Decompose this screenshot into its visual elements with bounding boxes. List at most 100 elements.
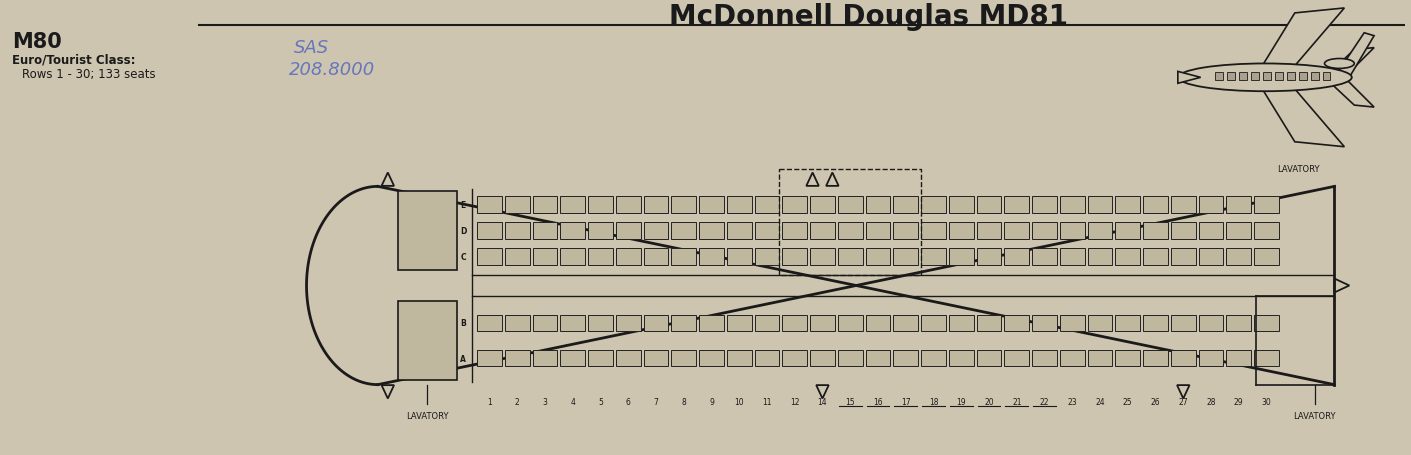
- Bar: [782, 197, 807, 213]
- Bar: [1171, 249, 1195, 266]
- Bar: [505, 249, 529, 266]
- Text: E: E: [460, 200, 466, 209]
- Bar: [1254, 350, 1278, 367]
- Polygon shape: [1178, 72, 1201, 84]
- Bar: [1060, 249, 1085, 266]
- Bar: [643, 350, 669, 367]
- Bar: [588, 315, 612, 332]
- Bar: [588, 222, 612, 239]
- Text: 1: 1: [487, 397, 492, 406]
- Bar: [1311, 73, 1319, 81]
- Bar: [1226, 222, 1252, 239]
- Bar: [865, 350, 890, 367]
- Bar: [838, 249, 862, 266]
- Bar: [948, 315, 974, 332]
- Bar: [1088, 222, 1112, 239]
- Bar: [672, 315, 696, 332]
- Bar: [865, 197, 890, 213]
- Bar: [893, 350, 919, 367]
- Bar: [948, 197, 974, 213]
- Text: 5: 5: [598, 397, 602, 406]
- Text: LAVATORY: LAVATORY: [406, 411, 449, 420]
- Bar: [838, 350, 862, 367]
- Bar: [672, 249, 696, 266]
- Bar: [1199, 249, 1223, 266]
- Bar: [398, 302, 457, 380]
- Bar: [1199, 315, 1223, 332]
- Bar: [615, 350, 641, 367]
- Bar: [615, 197, 641, 213]
- Bar: [615, 249, 641, 266]
- Bar: [560, 249, 586, 266]
- Bar: [532, 222, 557, 239]
- Bar: [1115, 222, 1140, 239]
- Bar: [1088, 197, 1112, 213]
- Text: 4: 4: [570, 397, 576, 406]
- Bar: [1199, 350, 1223, 367]
- Bar: [505, 315, 529, 332]
- Text: 12: 12: [790, 397, 800, 406]
- Bar: [755, 222, 779, 239]
- Text: SAS: SAS: [293, 39, 329, 56]
- Bar: [1143, 315, 1168, 332]
- Bar: [672, 350, 696, 367]
- Ellipse shape: [1178, 64, 1352, 92]
- Text: 2: 2: [515, 397, 519, 406]
- Text: 15: 15: [845, 397, 855, 406]
- Text: McDonnell Douglas MD81: McDonnell Douglas MD81: [669, 3, 1068, 31]
- Bar: [532, 197, 557, 213]
- Bar: [477, 249, 502, 266]
- Bar: [810, 315, 835, 332]
- Text: 14: 14: [817, 397, 827, 406]
- Text: M80: M80: [13, 32, 62, 51]
- Bar: [1088, 350, 1112, 367]
- Bar: [588, 197, 612, 213]
- Bar: [477, 197, 502, 213]
- Bar: [810, 197, 835, 213]
- Bar: [1254, 315, 1278, 332]
- Bar: [727, 249, 752, 266]
- Bar: [727, 350, 752, 367]
- Bar: [1298, 73, 1307, 81]
- Text: 28: 28: [1206, 397, 1216, 406]
- Bar: [1143, 222, 1168, 239]
- Bar: [1031, 249, 1057, 266]
- Bar: [1143, 350, 1168, 367]
- Text: 24: 24: [1095, 397, 1105, 406]
- Bar: [1226, 197, 1252, 213]
- Bar: [560, 222, 586, 239]
- Bar: [643, 222, 669, 239]
- Bar: [976, 315, 1002, 332]
- Bar: [477, 222, 502, 239]
- Bar: [1115, 350, 1140, 367]
- Bar: [1226, 249, 1252, 266]
- Bar: [755, 197, 779, 213]
- Bar: [838, 197, 862, 213]
- Text: 22: 22: [1040, 397, 1050, 406]
- Bar: [532, 350, 557, 367]
- Bar: [948, 222, 974, 239]
- Bar: [698, 350, 724, 367]
- Text: A: A: [460, 354, 466, 363]
- Bar: [755, 350, 779, 367]
- Text: 18: 18: [928, 397, 938, 406]
- Bar: [1060, 350, 1085, 367]
- Bar: [1254, 222, 1278, 239]
- Bar: [477, 350, 502, 367]
- Bar: [1226, 315, 1252, 332]
- Bar: [1031, 315, 1057, 332]
- Bar: [976, 197, 1002, 213]
- Text: 6: 6: [625, 397, 631, 406]
- Text: LAVATORY: LAVATORY: [1277, 165, 1319, 174]
- Bar: [698, 249, 724, 266]
- Text: LAVATORY: LAVATORY: [1294, 411, 1336, 420]
- Bar: [1005, 222, 1029, 239]
- Bar: [1005, 249, 1029, 266]
- Bar: [1115, 197, 1140, 213]
- Text: D: D: [460, 227, 466, 236]
- Bar: [398, 192, 457, 270]
- Bar: [643, 249, 669, 266]
- Bar: [810, 350, 835, 367]
- Text: C: C: [460, 253, 466, 262]
- Bar: [588, 249, 612, 266]
